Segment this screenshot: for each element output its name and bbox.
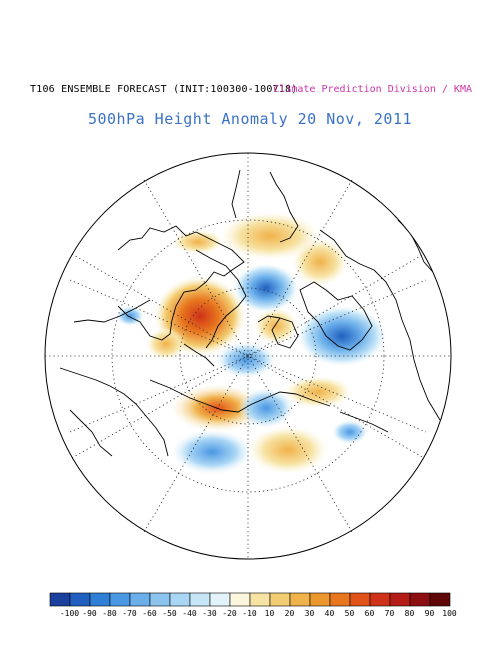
legend-swatch xyxy=(49,592,71,607)
legend-tick-label: 90 xyxy=(425,609,435,618)
legend-tick-label: 50 xyxy=(345,609,355,618)
legend-tick-label: -30 xyxy=(202,609,217,618)
negative-anomaly-arctic xyxy=(216,342,276,378)
negative-anomaly-alaska xyxy=(238,388,294,428)
positive-anomaly-north xyxy=(220,212,320,260)
legend-swatch xyxy=(129,592,151,607)
map-title: 500hPa Height Anomaly 20 Nov, 2011 xyxy=(87,110,413,128)
legend-tick-label: -60 xyxy=(142,609,157,618)
legend-tick-label: 80 xyxy=(405,609,415,618)
legend-tick-label: 100 xyxy=(442,609,457,618)
negative-anomaly-siberia xyxy=(234,264,298,312)
legend-swatch xyxy=(389,592,411,607)
legend-swatch xyxy=(189,592,211,607)
map-boundary xyxy=(44,152,452,560)
negative-anomaly-pacific xyxy=(172,430,252,474)
positive-anomaly-south xyxy=(248,426,328,474)
legend-swatch xyxy=(309,592,331,607)
legend-swatch xyxy=(429,592,451,607)
legend-swatch xyxy=(89,592,111,607)
legend-swatch xyxy=(409,592,431,607)
forecast-model-label: T106 ENSEMBLE FORECAST (INIT:100300-1007… xyxy=(30,84,298,95)
legend-tick-label: -70 xyxy=(122,609,137,618)
legend-tick-label: 60 xyxy=(365,609,375,618)
legend-tick-label: -80 xyxy=(102,609,117,618)
positive-anomaly-pole xyxy=(254,308,298,344)
anomaly-field xyxy=(116,212,386,474)
legend-swatch xyxy=(369,592,391,607)
legend-tick-label: -50 xyxy=(162,609,177,618)
positive-anomaly-pacific xyxy=(170,384,266,432)
positive-anomaly-north-east xyxy=(292,238,348,286)
legend-tick-label: -10 xyxy=(242,609,257,618)
legend-swatch xyxy=(329,592,351,607)
legend-swatch xyxy=(109,592,131,607)
legend-tick-label: 10 xyxy=(265,609,275,618)
legend-tick-label: -40 xyxy=(182,609,197,618)
legend-swatch xyxy=(209,592,231,607)
legend-tick-label: 70 xyxy=(385,609,395,618)
legend-swatch xyxy=(149,592,171,607)
positive-anomaly-northwest xyxy=(172,230,224,254)
legend-tick-label: 30 xyxy=(305,609,315,618)
legend-tick-label: -100 xyxy=(60,609,79,618)
positive-anomaly-west xyxy=(146,328,186,360)
legend-swatch xyxy=(349,592,371,607)
legend-swatch xyxy=(229,592,251,607)
legend-swatch xyxy=(269,592,291,607)
negative-anomaly-canada xyxy=(298,306,386,366)
legend-tick-label: 40 xyxy=(325,609,335,618)
legend-swatch xyxy=(289,592,311,607)
legend-tick-label: -90 xyxy=(82,609,97,618)
positive-anomaly-east xyxy=(284,376,352,408)
coastlines xyxy=(59,169,441,457)
negative-anomaly-southeast xyxy=(332,420,368,444)
legend-tick-label: 20 xyxy=(285,609,295,618)
legend-tick-label: -20 xyxy=(222,609,237,618)
organization-label: Climate Prediction Division / KMA xyxy=(273,84,472,95)
graticule xyxy=(45,153,451,559)
legend-swatch xyxy=(169,592,191,607)
legend-swatch xyxy=(69,592,91,607)
legend-swatch xyxy=(249,592,271,607)
